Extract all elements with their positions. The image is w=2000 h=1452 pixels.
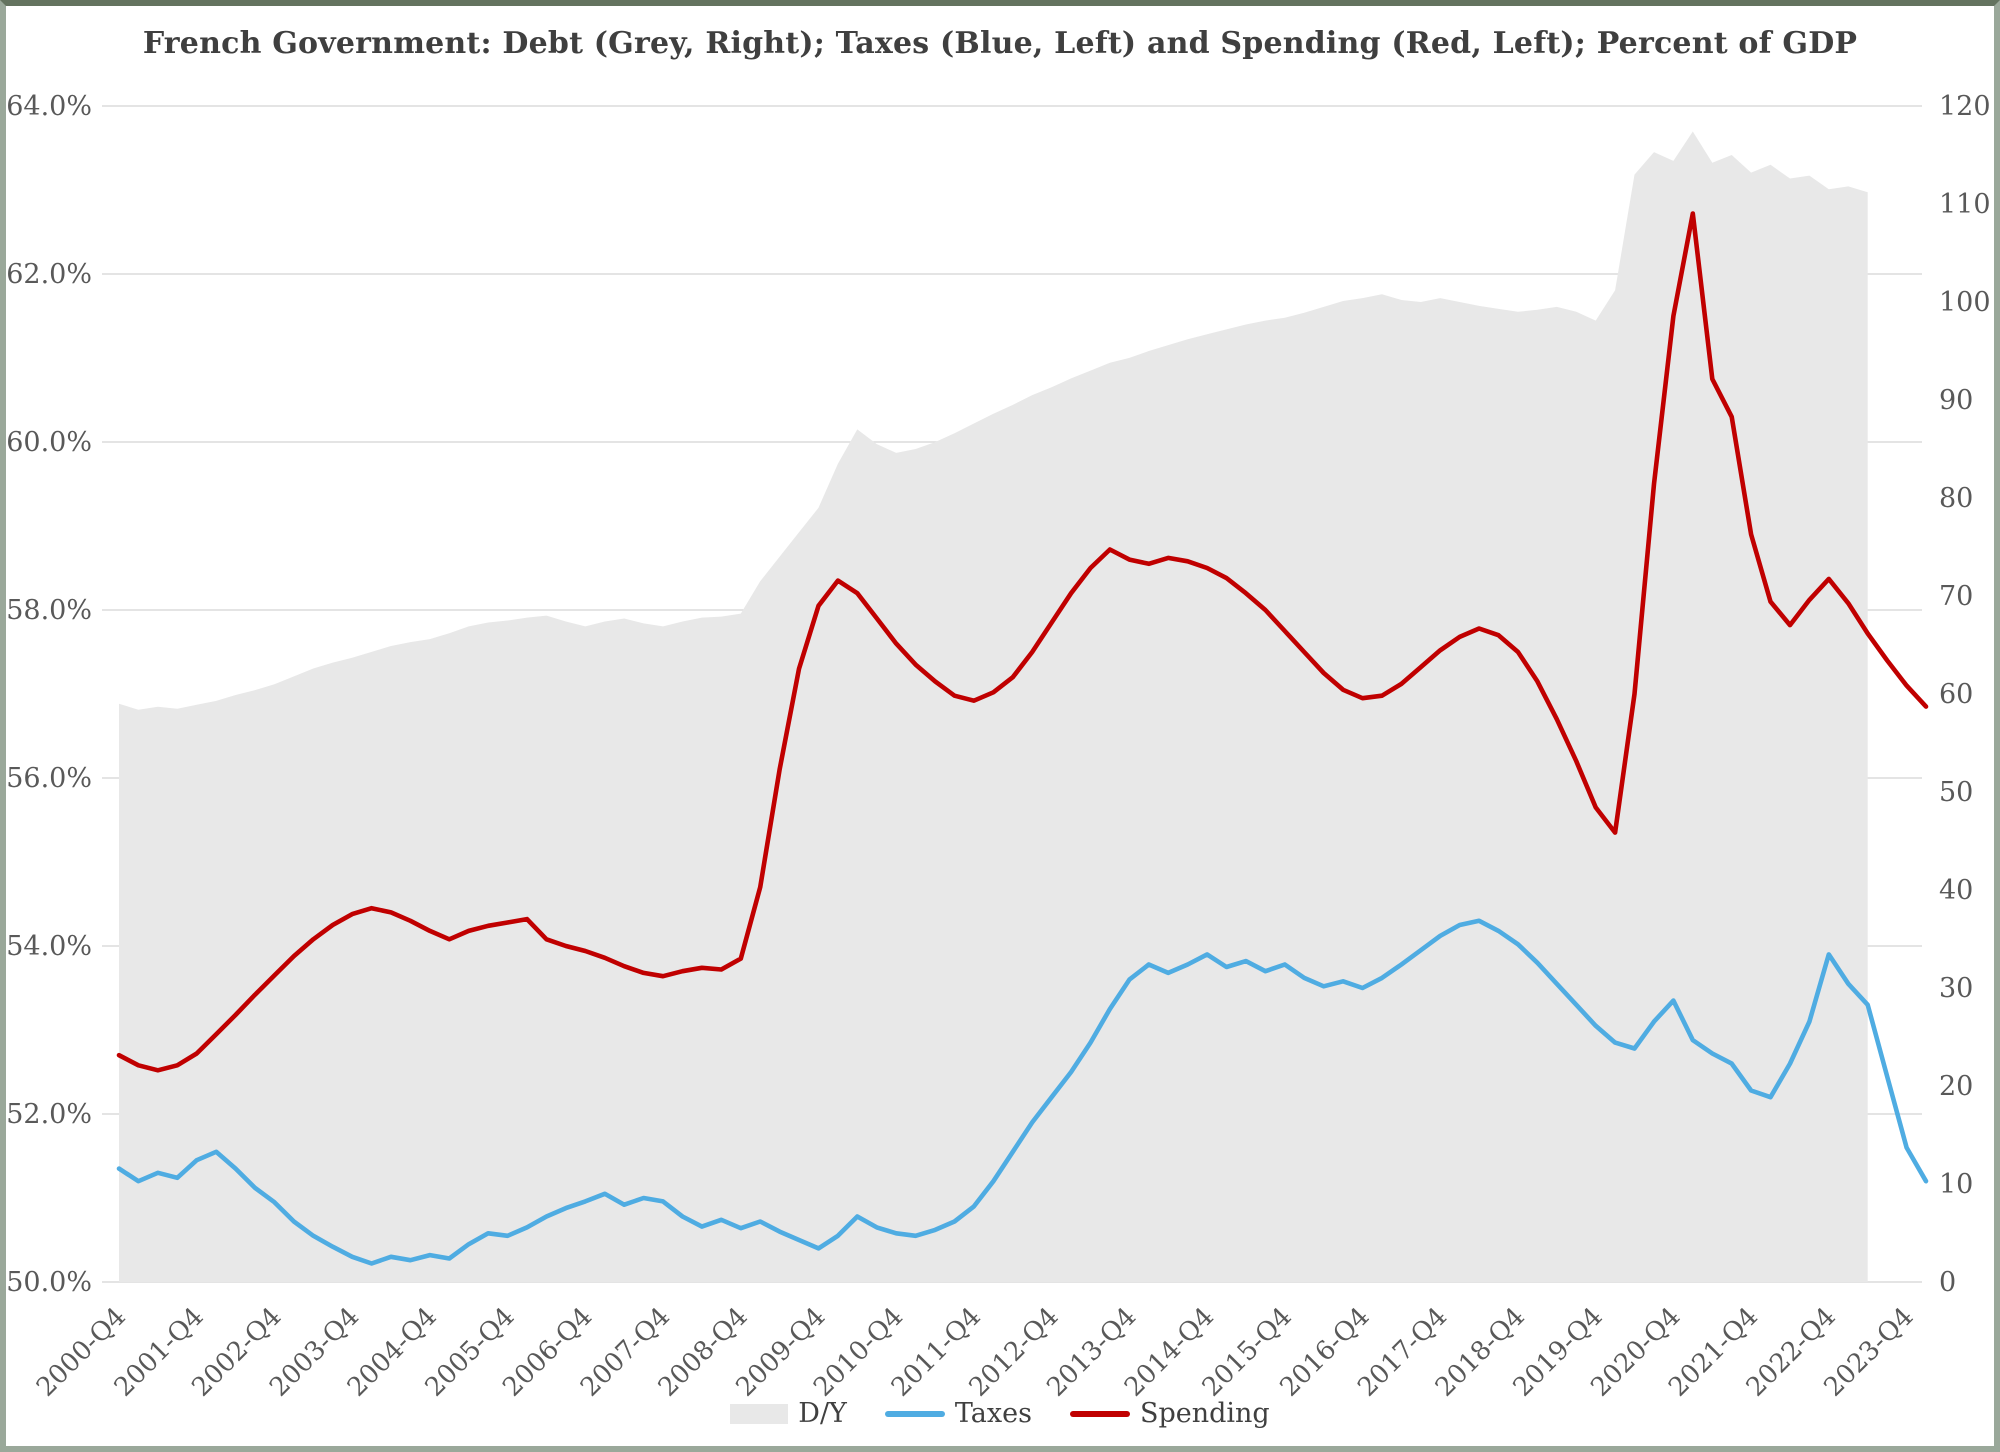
svg-text:64.0%: 64.0%: [6, 91, 92, 122]
svg-text:58.0%: 58.0%: [6, 595, 92, 626]
svg-text:60.0%: 60.0%: [6, 427, 92, 458]
svg-text:56.0%: 56.0%: [6, 763, 92, 794]
legend-label-spending: Spending: [1139, 1398, 1270, 1429]
legend-label-taxes: Taxes: [954, 1398, 1032, 1429]
legend-item-taxes: Taxes: [884, 1398, 1032, 1429]
svg-text:100: 100: [1939, 287, 1991, 318]
svg-text:52.0%: 52.0%: [6, 1099, 92, 1130]
svg-text:40: 40: [1939, 875, 1973, 906]
svg-text:62.0%: 62.0%: [6, 259, 92, 290]
dy-area-swatch-icon: [730, 1403, 789, 1424]
taxes-line-swatch-icon: [884, 1410, 945, 1417]
svg-text:50: 50: [1939, 777, 1973, 808]
legend-item-spending: Spending: [1069, 1398, 1270, 1429]
svg-text:90: 90: [1939, 385, 1973, 416]
svg-text:20: 20: [1939, 1071, 1973, 1102]
svg-text:54.0%: 54.0%: [6, 931, 92, 962]
svg-text:30: 30: [1939, 973, 1973, 1004]
legend-label-dy: D/Y: [798, 1398, 847, 1429]
svg-text:120: 120: [1939, 91, 1991, 122]
svg-text:70: 70: [1939, 581, 1973, 612]
legend-item-dy: D/Y: [730, 1398, 847, 1429]
spending-line-swatch-icon: [1069, 1410, 1130, 1417]
svg-text:80: 80: [1939, 483, 1973, 514]
svg-text:60: 60: [1939, 679, 1973, 710]
svg-text:50.0%: 50.0%: [6, 1267, 92, 1298]
svg-text:110: 110: [1939, 189, 1991, 220]
svg-text:0: 0: [1939, 1267, 1956, 1298]
chart-title: French Government: Debt (Grey, Right); T…: [142, 26, 1858, 61]
chart-legend: D/Y Taxes Spending: [6, 1398, 1994, 1429]
svg-text:10: 10: [1939, 1169, 1973, 1200]
